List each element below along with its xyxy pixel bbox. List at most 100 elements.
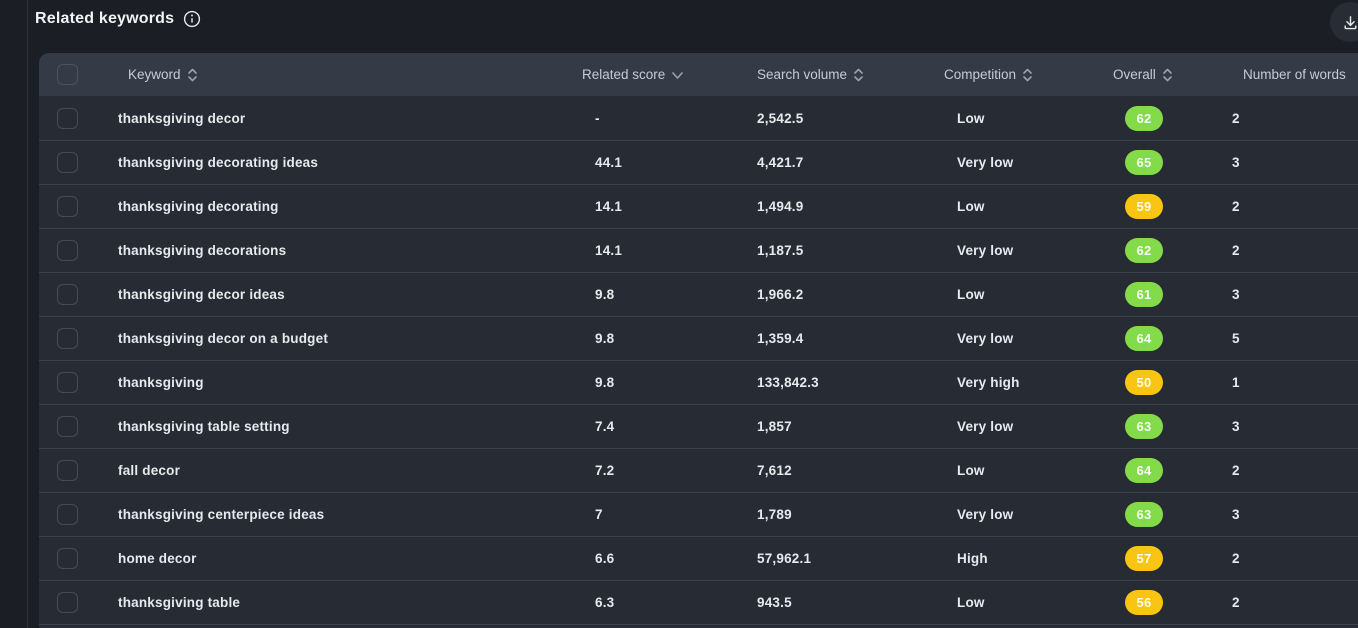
related-score-cell: 7	[595, 507, 603, 522]
words-cell: 5	[1232, 331, 1240, 346]
overall-badge: 59	[1125, 194, 1163, 219]
row-checkbox[interactable]	[57, 328, 78, 349]
download-button[interactable]	[1330, 2, 1358, 42]
overall-badge: 63	[1125, 502, 1163, 527]
words-cell: 3	[1232, 287, 1240, 302]
table-row[interactable]: home decor 6.6 57,962.1 High 57 2	[39, 536, 1358, 580]
sort-toggle-icon	[1023, 68, 1032, 82]
column-header-search_volume[interactable]: Search volume	[757, 67, 957, 82]
row-checkbox[interactable]	[57, 284, 78, 305]
panel-divider	[27, 0, 28, 628]
search-volume-cell: 1,857	[757, 419, 792, 434]
search-volume-cell: 943.5	[757, 595, 792, 610]
column-header-related_score[interactable]: Related score	[582, 67, 757, 82]
row-checkbox[interactable]	[57, 416, 78, 437]
table-row[interactable]: thanksgiving centerpiece ideas 7 1,789 V…	[39, 492, 1358, 536]
overall-cell: 57	[1125, 546, 1232, 571]
column-header-competition[interactable]: Competition	[944, 67, 1125, 82]
related-score-cell: 14.1	[595, 199, 623, 214]
overall-cell: 64	[1125, 326, 1232, 351]
column-label: Search volume	[757, 67, 848, 82]
table-row[interactable]: thanksgiving decorations 14.1 1,187.5 Ve…	[39, 228, 1358, 272]
competition-cell: Low	[957, 595, 985, 610]
search-volume-cell: 1,494.9	[757, 199, 804, 214]
row-checkbox[interactable]	[57, 196, 78, 217]
search-volume-cell: 57,962.1	[757, 551, 812, 566]
table-row[interactable]: thanksgiving decor - 2,542.5 Low 62 2	[39, 96, 1358, 140]
keyword-cell: thanksgiving decor	[118, 110, 246, 126]
competition-cell: Low	[957, 287, 985, 302]
competition-cell: Low	[957, 110, 985, 126]
keyword-cell: thanksgiving decor on a budget	[118, 331, 329, 346]
sort-desc-icon	[672, 71, 684, 79]
table-row[interactable]: thanksgiving decorating ideas 44.1 4,421…	[39, 140, 1358, 184]
related-score-cell: 6.6	[595, 551, 615, 566]
select-all-cell	[39, 64, 118, 85]
info-icon[interactable]	[183, 10, 201, 28]
competition-cell: Very low	[957, 507, 1014, 522]
table-row[interactable]: thanksgiving decorating 14.1 1,494.9 Low…	[39, 184, 1358, 228]
related-score-cell: 44.1	[595, 155, 623, 170]
column-label: Number of words	[1243, 67, 1346, 82]
search-volume-cell: 7,612	[757, 463, 792, 478]
page-title: Related keywords	[35, 9, 175, 27]
related-score-cell: 14.1	[595, 243, 623, 258]
table-row[interactable]: thanksgiving decor on a budget 9.8 1,359…	[39, 316, 1358, 360]
sort-toggle-icon	[854, 68, 863, 82]
select-all-checkbox[interactable]	[57, 64, 78, 85]
search-volume-cell: 1,966.2	[757, 287, 804, 302]
overall-cell: 61	[1125, 282, 1232, 307]
related-score-cell: 9.8	[595, 287, 615, 302]
table-row[interactable]: fall decor 7.2 7,612 Low 64 2	[39, 448, 1358, 492]
overall-badge: 50	[1125, 370, 1163, 395]
competition-cell: Very low	[957, 243, 1014, 258]
sort-toggle-icon	[187, 68, 197, 82]
words-cell: 1	[1232, 375, 1240, 390]
row-checkbox[interactable]	[57, 592, 78, 613]
overall-badge: 56	[1125, 590, 1163, 615]
keyword-cell: home decor	[118, 551, 197, 566]
overall-cell: 63	[1125, 502, 1232, 527]
related-score-cell: 9.8	[595, 375, 615, 390]
keyword-cell: fall decor	[118, 463, 181, 478]
overall-badge: 57	[1125, 546, 1163, 571]
page-header: Related keywords	[35, 9, 201, 28]
row-select-cell	[39, 504, 118, 525]
words-cell: 3	[1232, 507, 1240, 522]
keyword-cell: thanksgiving centerpiece ideas	[118, 507, 325, 522]
overall-cell: 59	[1125, 194, 1232, 219]
words-cell: 2	[1232, 199, 1240, 214]
row-checkbox[interactable]	[57, 372, 78, 393]
row-checkbox[interactable]	[57, 240, 78, 261]
row-checkbox[interactable]	[57, 548, 78, 569]
overall-cell: 65	[1125, 150, 1232, 175]
overall-badge: 64	[1125, 458, 1163, 483]
table-row[interactable]: thanksgiving table setting 7.4 1,857 Ver…	[39, 404, 1358, 448]
next-row-sliver	[39, 624, 1358, 628]
related-keywords-table: Keyword Related score Search volume Competi…	[39, 53, 1358, 628]
table-row[interactable]: thanksgiving 9.8 133,842.3 Very high 50 …	[39, 360, 1358, 404]
keyword-cell: thanksgiving decor ideas	[118, 287, 285, 302]
row-select-cell	[39, 548, 118, 569]
overall-badge: 62	[1125, 238, 1163, 263]
row-checkbox[interactable]	[57, 152, 78, 173]
related-score-cell: -	[595, 110, 600, 126]
column-header-overall[interactable]: Overall	[1113, 67, 1232, 82]
overall-cell: 62	[1125, 238, 1232, 263]
overall-cell: 56	[1125, 590, 1232, 615]
search-volume-cell: 4,421.7	[757, 155, 804, 170]
column-label: Keyword	[128, 67, 181, 82]
words-cell: 3	[1232, 419, 1240, 434]
row-checkbox[interactable]	[57, 107, 78, 129]
competition-cell: Low	[957, 199, 985, 214]
row-select-cell	[39, 240, 118, 261]
table-row[interactable]: thanksgiving decor ideas 9.8 1,966.2 Low…	[39, 272, 1358, 316]
column-header-keyword[interactable]: Keyword	[128, 67, 595, 82]
row-select-cell	[39, 416, 118, 437]
keyword-cell: thanksgiving	[118, 375, 204, 390]
table-row[interactable]: thanksgiving table 6.3 943.5 Low 56 2	[39, 580, 1358, 624]
row-checkbox[interactable]	[57, 460, 78, 481]
sort-toggle-icon	[1162, 68, 1172, 82]
row-checkbox[interactable]	[57, 504, 78, 525]
row-select-cell	[39, 372, 118, 393]
